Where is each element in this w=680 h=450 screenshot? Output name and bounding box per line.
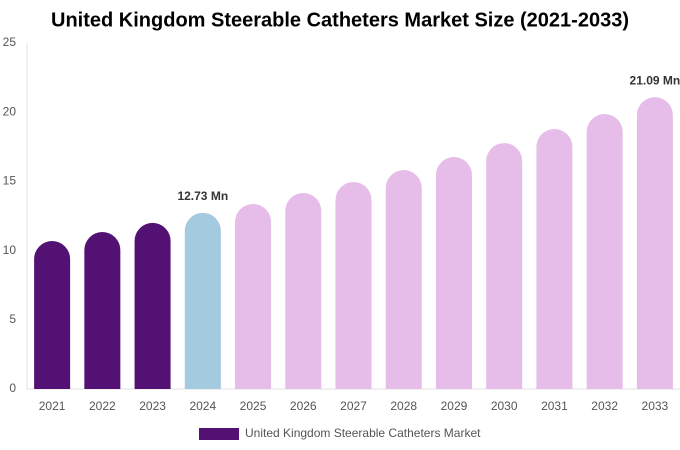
x-tick-label: 2029 bbox=[441, 399, 468, 413]
x-tick-label: 2032 bbox=[591, 399, 618, 413]
x-tick-label: 2023 bbox=[139, 399, 166, 413]
bar bbox=[335, 181, 372, 389]
x-tick-label: 2033 bbox=[642, 399, 669, 413]
legend-label: United Kingdom Steerable Catheters Marke… bbox=[245, 426, 481, 440]
value-label: 21.09 Mn bbox=[630, 73, 680, 87]
x-tick-label: 2028 bbox=[390, 399, 417, 413]
bar bbox=[435, 157, 472, 389]
y-tick-label: 15 bbox=[3, 174, 17, 188]
chart-title: United Kingdom Steerable Catheters Marke… bbox=[51, 9, 629, 31]
bar bbox=[385, 170, 422, 389]
bar bbox=[84, 232, 121, 389]
y-tick-label: 25 bbox=[3, 35, 17, 49]
x-tick-label: 2024 bbox=[189, 399, 216, 413]
bar bbox=[536, 128, 573, 389]
bar bbox=[184, 212, 221, 389]
bar bbox=[586, 113, 623, 389]
bar bbox=[636, 97, 673, 389]
x-tick-label: 2021 bbox=[39, 399, 66, 413]
y-tick-label: 20 bbox=[3, 104, 17, 118]
x-tick-label: 2022 bbox=[89, 399, 116, 413]
x-tick-label: 2030 bbox=[491, 399, 518, 413]
x-tick-label: 2031 bbox=[541, 399, 568, 413]
bar bbox=[486, 143, 523, 389]
bar bbox=[285, 193, 322, 389]
y-tick-label: 10 bbox=[3, 243, 17, 257]
x-tick-label: 2026 bbox=[290, 399, 317, 413]
bar bbox=[235, 203, 272, 389]
x-tick-label: 2025 bbox=[240, 399, 267, 413]
x-tick-label: 2027 bbox=[340, 399, 367, 413]
bar bbox=[134, 222, 171, 389]
value-label: 12.73 Mn bbox=[177, 189, 228, 203]
legend-swatch bbox=[199, 428, 239, 440]
y-tick-label: 0 bbox=[9, 381, 16, 395]
y-tick-label: 5 bbox=[9, 312, 16, 326]
bar bbox=[34, 241, 71, 389]
